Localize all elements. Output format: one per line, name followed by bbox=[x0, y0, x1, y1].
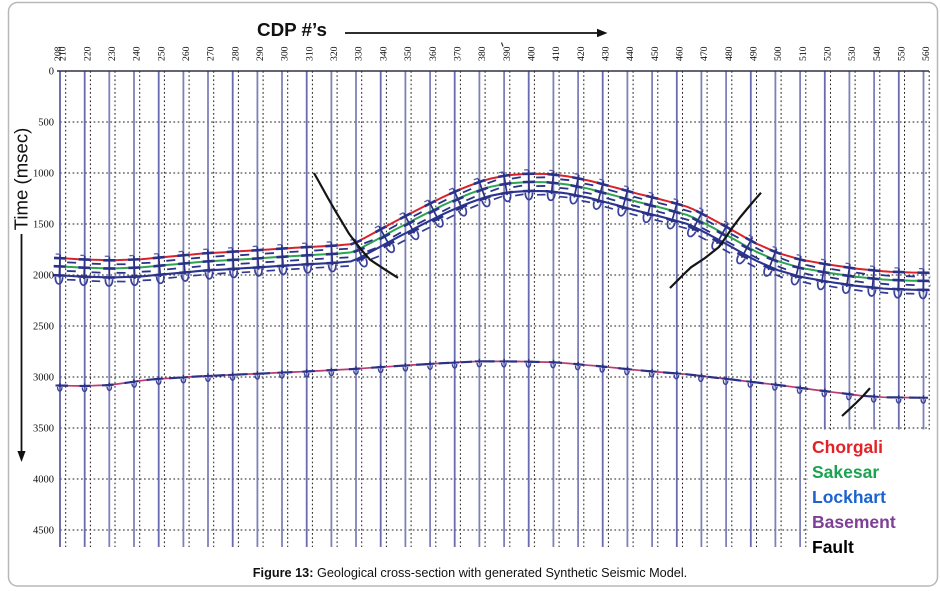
svg-text:530: 530 bbox=[847, 46, 858, 61]
svg-text:490: 490 bbox=[749, 46, 760, 61]
svg-text:360: 360 bbox=[428, 46, 439, 61]
svg-text:2000: 2000 bbox=[33, 270, 54, 281]
svg-text:0: 0 bbox=[49, 66, 54, 77]
svg-text:560: 560 bbox=[921, 46, 932, 61]
svg-text:1000: 1000 bbox=[33, 168, 54, 179]
svg-text:480: 480 bbox=[724, 46, 735, 61]
svg-text:230: 230 bbox=[107, 46, 118, 61]
svg-text:420: 420 bbox=[576, 46, 587, 61]
svg-text:220: 220 bbox=[82, 46, 93, 61]
svg-text:440: 440 bbox=[625, 46, 636, 61]
svg-text:Sakesar: Sakesar bbox=[812, 462, 879, 482]
svg-text:Fault: Fault bbox=[812, 537, 854, 557]
svg-text:290: 290 bbox=[255, 46, 266, 61]
svg-text:4500: 4500 bbox=[33, 525, 54, 536]
svg-text:520: 520 bbox=[823, 46, 834, 61]
svg-text:Time (msec): Time (msec) bbox=[11, 128, 32, 231]
svg-text:240: 240 bbox=[132, 46, 143, 61]
svg-text:208: 208 bbox=[53, 46, 64, 61]
svg-text:330: 330 bbox=[354, 46, 365, 61]
svg-text:260: 260 bbox=[181, 46, 192, 61]
svg-text:310: 310 bbox=[304, 46, 315, 61]
svg-text:380: 380 bbox=[477, 46, 488, 61]
svg-text:540: 540 bbox=[872, 46, 883, 61]
svg-text:4000: 4000 bbox=[33, 474, 54, 485]
svg-text:CDP #’s: CDP #’s bbox=[257, 19, 327, 40]
svg-text:3000: 3000 bbox=[33, 372, 54, 383]
svg-text:350: 350 bbox=[403, 46, 414, 61]
svg-text:460: 460 bbox=[675, 46, 686, 61]
svg-text:390: 390 bbox=[502, 46, 513, 61]
svg-text:1500: 1500 bbox=[33, 219, 54, 230]
svg-text:270: 270 bbox=[206, 46, 217, 61]
svg-text:500: 500 bbox=[38, 117, 54, 128]
svg-text:500: 500 bbox=[773, 46, 784, 61]
svg-text:3500: 3500 bbox=[33, 423, 54, 434]
svg-text:2500: 2500 bbox=[33, 321, 54, 332]
svg-text:550: 550 bbox=[897, 46, 908, 61]
svg-text:400: 400 bbox=[526, 46, 537, 61]
svg-text:Figure 13: Geological cross-se: Figure 13: Geological cross-section with… bbox=[253, 566, 687, 580]
svg-text:Lockhart: Lockhart bbox=[812, 487, 886, 507]
svg-text:450: 450 bbox=[650, 46, 661, 61]
svg-text:320: 320 bbox=[329, 46, 340, 61]
svg-text:250: 250 bbox=[156, 46, 167, 61]
svg-text:410: 410 bbox=[551, 46, 562, 61]
svg-text:300: 300 bbox=[280, 46, 291, 61]
svg-text:Basement: Basement bbox=[812, 512, 896, 532]
svg-text:370: 370 bbox=[452, 46, 463, 61]
svg-text:340: 340 bbox=[378, 46, 389, 61]
svg-text:210: 210 bbox=[58, 46, 69, 61]
svg-text:Chorgali: Chorgali bbox=[812, 437, 883, 457]
svg-text:510: 510 bbox=[798, 46, 809, 61]
svg-text:430: 430 bbox=[600, 46, 611, 61]
svg-text:470: 470 bbox=[699, 46, 710, 61]
svg-text:280: 280 bbox=[230, 46, 241, 61]
